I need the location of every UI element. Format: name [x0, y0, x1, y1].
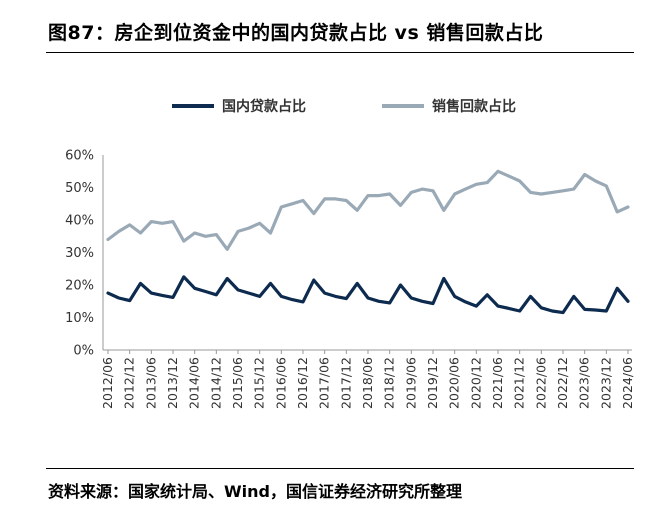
x-tick-label: 2020/06: [447, 357, 462, 409]
x-tick-label: 2024/06: [620, 357, 635, 409]
legend-label-1: 国内贷款占比: [222, 98, 306, 115]
series-line-1: [106, 275, 630, 315]
x-tick-label: 2022/12: [555, 357, 570, 409]
x-tick-label: 2022/06: [533, 357, 548, 409]
x-tick-label: 2012/06: [100, 357, 115, 409]
y-tick-label: 20%: [65, 279, 94, 294]
x-axis: 2012/06 2012/12 2013/06 2013/12 2014/06 2014/…: [100, 349, 635, 409]
source-label: 资料来源：: [48, 482, 129, 501]
x-tick-label: 2015/12: [252, 357, 267, 409]
x-tick-label: 2014/06: [187, 357, 202, 409]
legend: 国内贷款占比 销售回款占比: [172, 98, 516, 115]
x-tick-label: 2016/12: [295, 357, 310, 409]
x-tick-label: 2015/06: [230, 357, 245, 409]
y-tick-label: 40%: [65, 214, 94, 229]
y-tick-label: 0%: [73, 344, 94, 359]
x-tick-label: 2012/12: [122, 357, 137, 409]
source-rule: [46, 468, 634, 469]
x-tick-label: 2019/12: [425, 357, 440, 409]
source-note: 资料来源：国家统计局、Wind，国信证券经济研究所整理: [48, 478, 462, 502]
x-tick-label: 2017/06: [317, 357, 332, 409]
legend-label-2: 销售回款占比: [432, 98, 516, 115]
x-tick-label: 2019/06: [403, 357, 418, 409]
y-axis: 0% 10% 20% 30% 40% 50% 60%: [65, 149, 104, 359]
x-tick-label: 2023/12: [598, 357, 613, 409]
x-tick-label: 2013/12: [165, 357, 180, 409]
x-tick-label: 2013/06: [143, 357, 158, 409]
x-tick-label: 2014/12: [208, 357, 223, 409]
y-tick-label: 60%: [65, 149, 94, 164]
line-chart: 国内贷款占比 销售回款占比 0% 10% 20% 30% 40% 50% 60% 2012/0…: [65, 98, 635, 409]
figure-title: 图87：房企到位资金中的国内贷款占比 vs 销售回款占比: [48, 22, 544, 44]
title-rule: [46, 52, 634, 53]
y-tick-label: 30%: [65, 246, 94, 261]
x-tick-label: 2023/06: [577, 357, 592, 409]
y-tick-label: 50%: [65, 181, 94, 196]
source-text: 国家统计局、Wind，国信证券经济研究所整理: [128, 482, 462, 501]
x-tick-label: 2018/06: [360, 357, 375, 409]
x-tick-label: 2021/06: [490, 357, 505, 409]
x-tick-label: 2021/12: [512, 357, 527, 409]
series-line-2: [106, 169, 630, 251]
x-tick-label: 2018/12: [382, 357, 397, 409]
y-tick-label: 10%: [65, 311, 94, 326]
x-tick-label: 2020/12: [468, 357, 483, 409]
x-tick-label: 2016/06: [273, 357, 288, 409]
x-tick-label: 2017/12: [338, 357, 353, 409]
series-layer: [106, 169, 630, 315]
